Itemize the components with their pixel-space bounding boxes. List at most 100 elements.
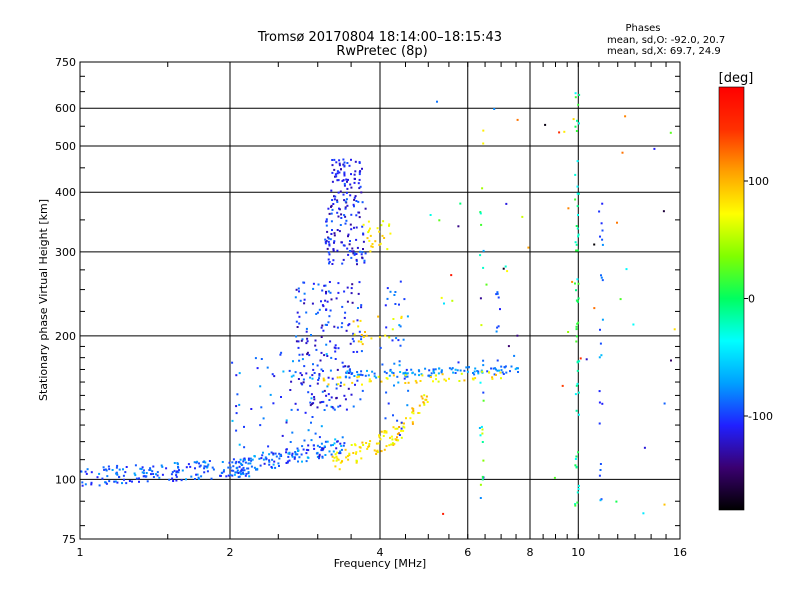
data-point [454, 372, 457, 374]
data-point [598, 210, 601, 213]
data-point [115, 472, 118, 475]
data-point [298, 315, 301, 318]
data-point [238, 403, 241, 406]
data-point [578, 122, 580, 125]
data-point [343, 174, 346, 177]
data-point [352, 250, 355, 253]
data-point [235, 374, 238, 377]
data-point [335, 387, 338, 390]
data-point [376, 451, 379, 454]
data-point [577, 413, 580, 416]
data-point [322, 370, 324, 372]
data-point [361, 383, 363, 386]
data-point [399, 280, 402, 283]
data-point [337, 458, 340, 461]
data-point [314, 339, 317, 342]
stats-line-o: mean, sd,O: -92.0, 20.7 [607, 35, 725, 46]
data-point [412, 412, 415, 415]
data-point [337, 405, 340, 408]
data-point [318, 446, 321, 448]
data-point [411, 421, 414, 424]
data-point [350, 173, 352, 176]
data-point [348, 164, 351, 167]
data-point [223, 469, 225, 472]
x-tick-label: 4 [377, 546, 384, 559]
data-point [451, 367, 454, 370]
data-point [369, 380, 372, 383]
data-point [371, 370, 374, 373]
data-point [335, 161, 338, 164]
data-point [185, 466, 188, 469]
data-point [371, 245, 374, 248]
data-point [344, 365, 347, 368]
data-point [352, 340, 355, 343]
data-point [305, 460, 308, 463]
data-point [318, 374, 321, 377]
data-point [361, 256, 364, 259]
x-tick-label: 10 [571, 546, 585, 559]
data-point [340, 168, 342, 171]
data-point [576, 185, 579, 188]
data-point [318, 436, 321, 439]
data-point [239, 458, 242, 461]
data-point [305, 342, 308, 345]
data-point [234, 471, 237, 474]
data-point [249, 457, 252, 460]
data-point [235, 429, 238, 432]
data-point [338, 164, 341, 167]
data-point [250, 465, 253, 468]
chart-subtitle: RwPretec (8p) [336, 44, 427, 59]
y-axis-label: Stationary phase Virtual Height [km] [37, 199, 50, 401]
data-point [330, 396, 333, 399]
data-point [353, 173, 356, 176]
data-point [482, 391, 485, 394]
data-point [307, 429, 310, 432]
data-point [298, 456, 301, 459]
data-point [335, 175, 338, 178]
data-point [577, 451, 580, 454]
data-point [321, 324, 324, 327]
data-point [369, 234, 372, 237]
data-point [90, 481, 93, 484]
data-point [349, 183, 352, 186]
data-point [318, 377, 320, 380]
data-point [575, 465, 578, 468]
data-point [480, 223, 483, 226]
data-point [354, 195, 357, 198]
data-point [389, 290, 392, 293]
data-point [599, 463, 602, 465]
data-point [363, 259, 366, 262]
data-point [138, 477, 140, 480]
data-point [507, 345, 510, 348]
data-point [330, 453, 333, 456]
data-point [125, 466, 128, 468]
data-point [118, 475, 121, 478]
data-point [400, 427, 403, 430]
data-point [360, 334, 363, 336]
data-point [297, 378, 300, 380]
data-point [259, 424, 262, 427]
data-point [600, 354, 603, 357]
data-point [175, 475, 178, 478]
data-point [177, 466, 180, 469]
data-point [311, 302, 314, 305]
data-point [576, 300, 579, 303]
data-point [394, 438, 397, 441]
data-point [353, 252, 356, 255]
data-point [353, 226, 355, 229]
data-point [403, 298, 406, 301]
data-point [279, 353, 282, 356]
data-point [363, 261, 366, 264]
data-point [663, 503, 666, 506]
data-point [432, 380, 434, 383]
data-point [323, 284, 326, 287]
data-point [502, 267, 505, 270]
data-point [342, 193, 345, 196]
data-point [203, 460, 206, 463]
data-point [420, 395, 423, 398]
data-point [574, 458, 577, 460]
data-point [156, 471, 159, 474]
data-point [295, 340, 298, 343]
data-point [575, 130, 578, 132]
data-point [272, 452, 275, 455]
